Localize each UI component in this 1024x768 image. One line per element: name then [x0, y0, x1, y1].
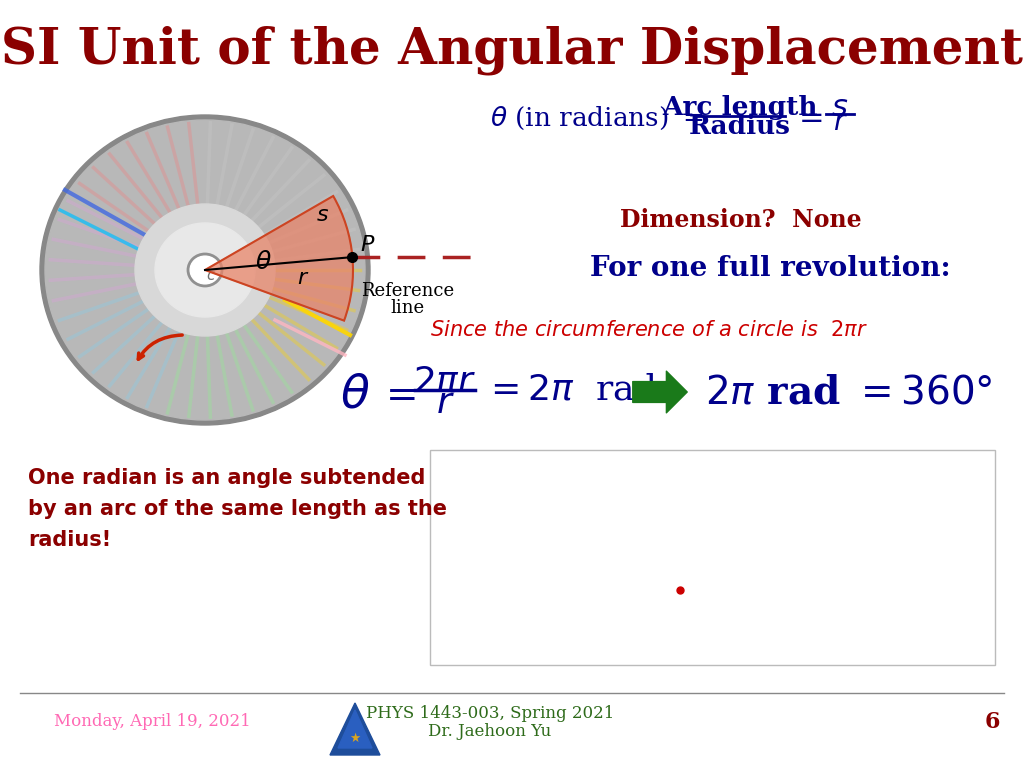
Text: $r$: $r$ — [435, 386, 455, 420]
Polygon shape — [338, 710, 372, 748]
Text: $= 2\pi$  rad: $= 2\pi$ rad — [483, 373, 657, 407]
Ellipse shape — [40, 115, 370, 425]
Text: line: line — [390, 299, 425, 317]
Text: $\theta$: $\theta$ — [340, 372, 370, 418]
Text: $P$: $P$ — [360, 234, 376, 256]
Ellipse shape — [190, 256, 220, 284]
Text: For one full revolution:: For one full revolution: — [590, 254, 950, 282]
Text: Reference: Reference — [360, 282, 454, 300]
Wedge shape — [205, 196, 353, 320]
Text: SI Unit of the Angular Displacement: SI Unit of the Angular Displacement — [1, 25, 1023, 74]
Text: $s$: $s$ — [831, 91, 849, 123]
Text: $\theta$: $\theta$ — [255, 250, 271, 274]
Text: $2\pi r$: $2\pi r$ — [414, 365, 477, 399]
Bar — [430, 450, 995, 665]
Text: Dimension?  None: Dimension? None — [620, 208, 861, 232]
Text: One radian is an angle subtended
by an arc of the same length as the
radius!: One radian is an angle subtended by an a… — [28, 468, 447, 551]
Ellipse shape — [155, 223, 255, 317]
Ellipse shape — [45, 120, 365, 420]
Text: PHYS 1443-003, Spring 2021: PHYS 1443-003, Spring 2021 — [366, 706, 614, 723]
Text: $2\pi$ rad $= 360°$: $2\pi$ rad $= 360°$ — [705, 374, 992, 412]
Text: Dr. Jaehoon Yu: Dr. Jaehoon Yu — [428, 723, 552, 740]
Text: ★: ★ — [349, 731, 360, 744]
Text: Arc length: Arc length — [663, 95, 818, 121]
Text: c: c — [206, 267, 214, 283]
Text: $=$: $=$ — [793, 101, 823, 131]
Polygon shape — [330, 703, 380, 755]
Text: $\theta$ (in radians) $=$: $\theta$ (in radians) $=$ — [490, 104, 703, 131]
Text: $=$: $=$ — [378, 376, 416, 413]
Ellipse shape — [135, 204, 275, 336]
Text: $r$: $r$ — [833, 110, 848, 137]
Text: $\it{Since\ the\ circumference\ of\ a\ circle\ is}$  $\mathit{2\pi r}$: $\it{Since\ the\ circumference\ of\ a\ c… — [430, 320, 868, 340]
Text: Monday, April 19, 2021: Monday, April 19, 2021 — [53, 713, 251, 730]
Text: 6: 6 — [984, 711, 999, 733]
Text: $s$: $s$ — [316, 204, 330, 226]
Text: Radius: Radius — [689, 114, 791, 138]
Text: $r$: $r$ — [297, 267, 309, 289]
